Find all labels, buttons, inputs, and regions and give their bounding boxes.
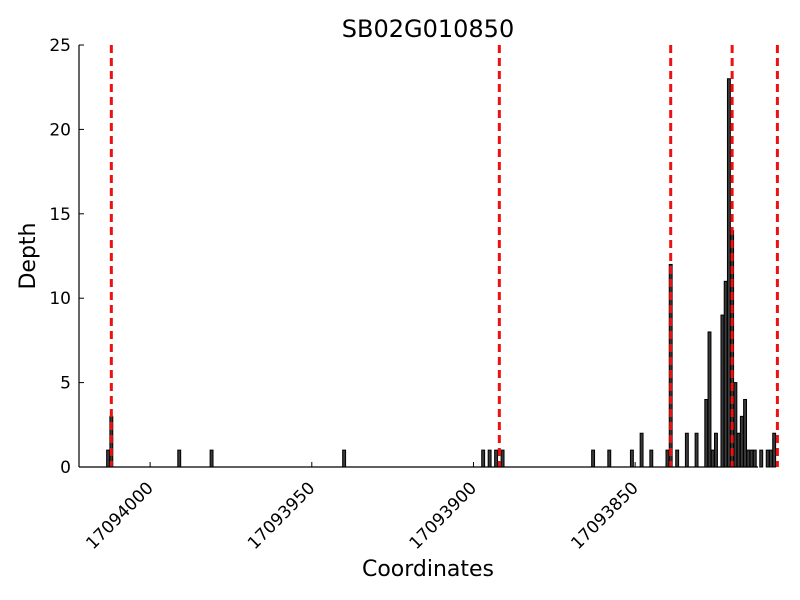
bar-3 [209,449,214,468]
region-markers [109,45,779,467]
bar-8 [500,449,505,468]
bar-10 [607,449,612,468]
y-tick-label-0: 0 [60,458,71,478]
bar-31 [746,449,751,468]
x-tick-label-17093900: 17093900 [406,478,481,553]
y-axis-label: Depth [16,222,41,289]
y-tick-label-15: 15 [49,205,71,225]
bar-32 [749,449,754,468]
bar-4 [342,449,347,468]
bar-17 [684,432,689,468]
bar-30 [743,398,748,468]
bar-28 [736,432,741,468]
plot-area [106,78,777,468]
bar-7 [494,449,499,468]
bar-14 [665,449,670,468]
x-axis-label: Coordinates [362,557,494,582]
bar-6 [487,449,492,468]
bar-36 [768,449,773,468]
bar-22 [714,432,718,468]
y-tick-label-10: 10 [49,289,71,309]
bar-20 [707,331,712,468]
bar-33 [752,449,757,468]
bar-5 [481,449,486,468]
y-ticks: 0 5 10 15 20 25 [49,36,84,478]
x-tick-label-17094000: 17094000 [82,478,157,553]
bar-16 [675,449,680,468]
bar-37 [772,432,777,468]
x-ticks: 17094000 17093950 17093900 17093850 [82,462,643,554]
bar-19 [704,398,709,468]
x-tick-label-17093950: 17093950 [244,478,319,553]
bar-35 [765,449,770,468]
bar-13 [649,449,654,468]
bar-24 [723,280,728,468]
bar-29 [739,415,744,468]
bar-27 [733,382,738,468]
bar-23 [720,314,725,468]
bar-9 [591,449,596,468]
bar-11 [629,449,634,468]
y-tick-label-5: 5 [60,374,71,394]
bar-2 [177,449,182,468]
bar-21 [710,449,715,468]
bar-34 [759,449,764,468]
bar-0 [106,449,111,468]
axes [78,45,758,468]
bar-25 [726,78,731,468]
chart-title: SB02G010850 [342,15,514,43]
x-tick-label-17093850: 17093850 [567,478,642,553]
y-tick-label-25: 25 [49,36,71,56]
y-tick-label-20: 20 [49,120,71,140]
bar-12 [639,432,644,468]
bar-18 [694,432,699,468]
